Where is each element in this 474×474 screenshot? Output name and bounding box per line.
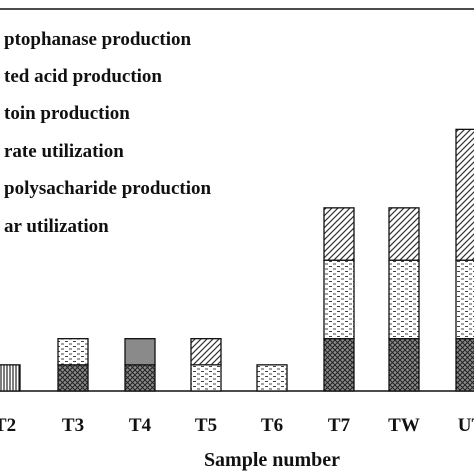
bar-tw-series-4 <box>388 338 420 392</box>
bar-t5-series-3 <box>190 364 222 392</box>
bar-t4-series-4 <box>124 364 156 392</box>
bar-t4-extra-0 <box>124 338 156 366</box>
bar-t7-series-0 <box>323 207 355 261</box>
bar-tw-series-3 <box>388 259 420 340</box>
bar-t2-series-5 <box>0 364 21 392</box>
bar-t5-series-0 <box>190 338 222 366</box>
x-axis-title: Sample number <box>204 449 340 471</box>
x-tick-label-ut: UT <box>458 415 474 436</box>
x-tick-label-t6: T6 <box>261 415 283 436</box>
x-tick-label-t2: T2 <box>0 415 16 436</box>
legend-entry-1: ted acid production <box>4 66 162 87</box>
x-tick-label-t5: T5 <box>195 415 217 436</box>
bar-t3-series-3 <box>57 338 89 366</box>
bars <box>0 128 474 392</box>
legend-entry-2: toin production <box>4 103 130 124</box>
legend-entry-0: ptophanase production <box>4 29 192 50</box>
legend-entry-3: rate utilization <box>4 141 124 162</box>
bar-ut-series-4 <box>455 338 474 392</box>
bar-tw-series-0 <box>388 207 420 261</box>
x-ticks: T2 T3 T4 T5 T6 T7 TW UT <box>0 415 474 436</box>
bar-t7-series-3 <box>323 259 355 340</box>
x-tick-label-t4: T4 <box>129 415 152 436</box>
bar-ut-series-3 <box>455 259 474 340</box>
legend-entry-4: polysacharide production <box>4 178 212 199</box>
x-tick-label-t7: T7 <box>328 415 351 436</box>
legend-entry-5: ar utilization <box>4 216 109 237</box>
x-tick-label-t3: T3 <box>62 415 84 436</box>
x-tick-label-tw: TW <box>388 415 420 436</box>
bar-ut-series-0 <box>455 128 474 261</box>
legend: ptophanase production ted acid production… <box>4 29 212 237</box>
bar-t6-series-3 <box>256 364 288 392</box>
bar-t7-series-4 <box>323 338 355 392</box>
bar-t3-series-4 <box>57 364 89 392</box>
